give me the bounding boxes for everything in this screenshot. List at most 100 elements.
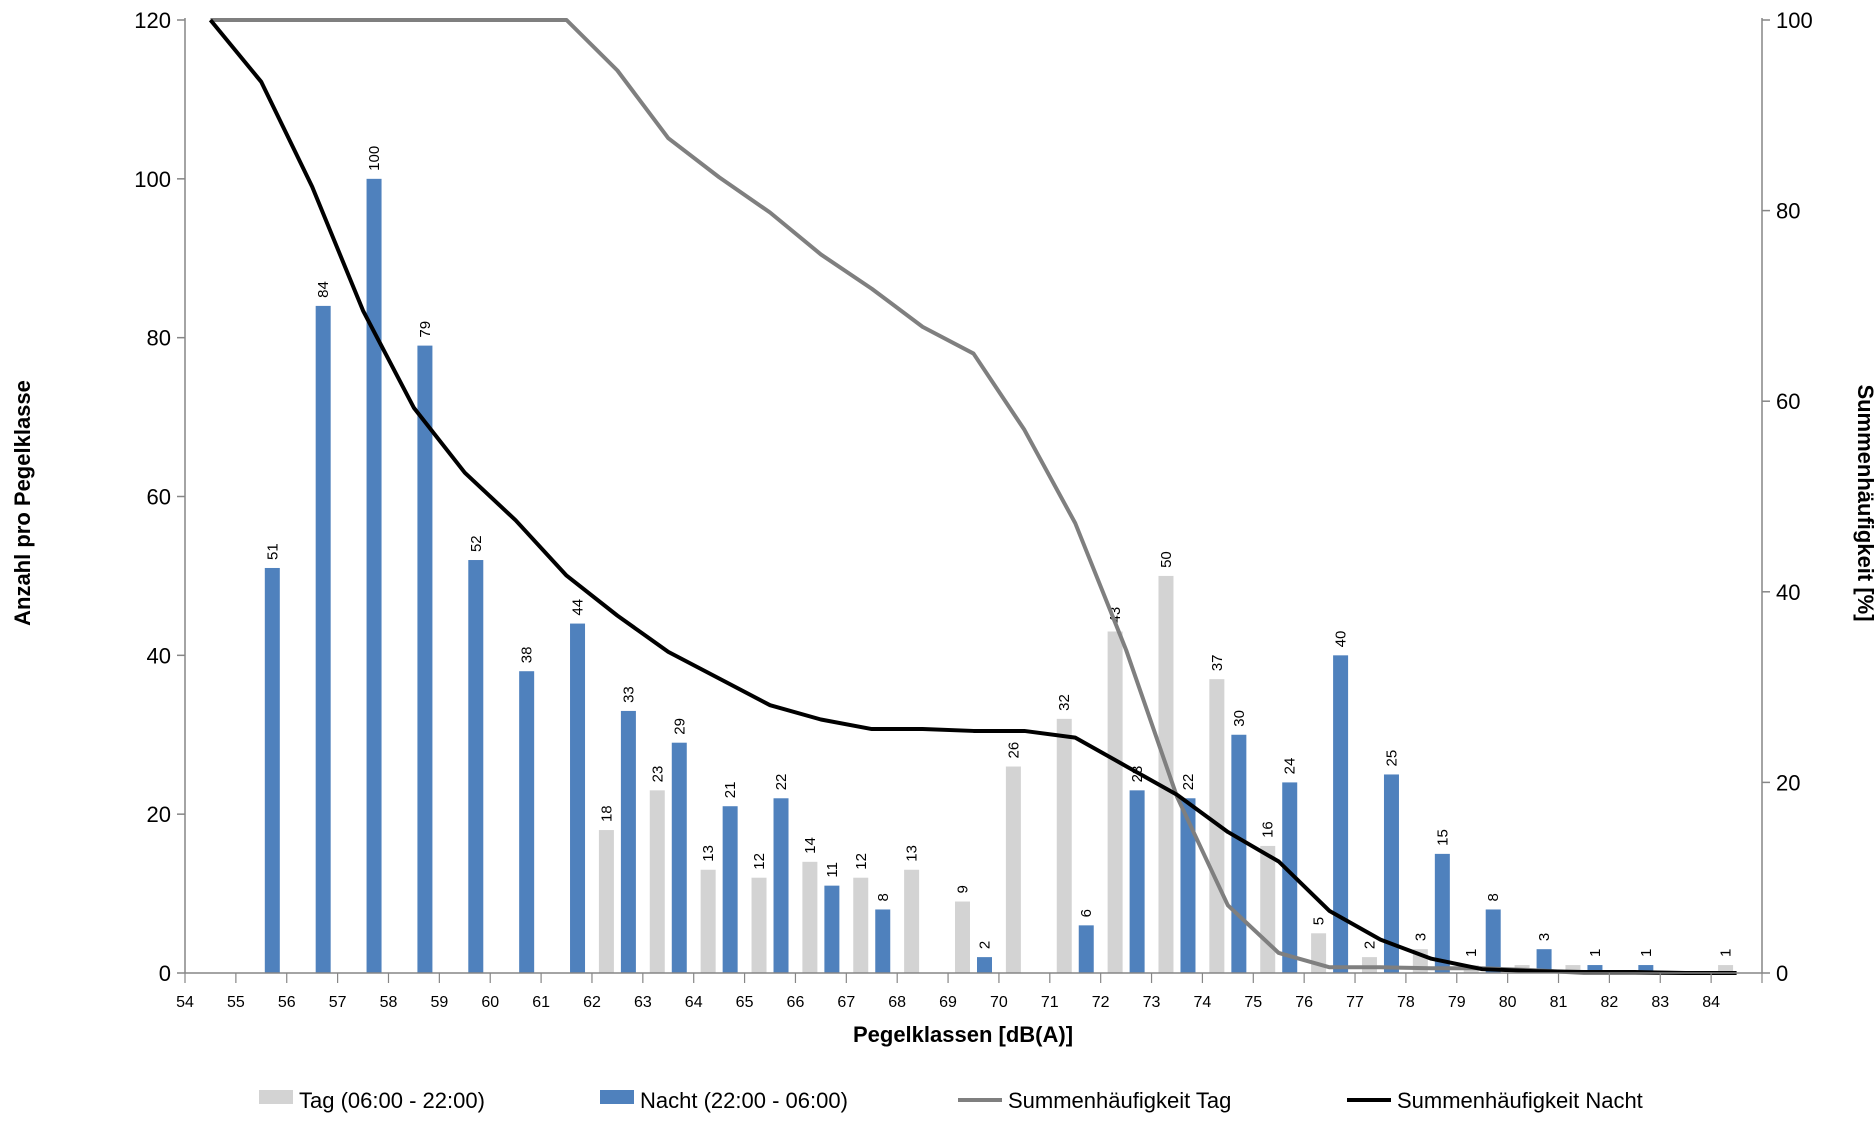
y2-tick-label-20: 20 [1776, 770, 1800, 795]
data-label-tag-63: 23 [649, 766, 666, 783]
bar-nacht-62 [620, 710, 636, 973]
bar-nacht-66 [824, 885, 840, 973]
data-label-nacht-82: 1 [1638, 949, 1655, 957]
x-tick-label-74: 74 [1194, 994, 1212, 1011]
data-label-tag-62: 18 [598, 805, 615, 822]
x-tick-label-73: 73 [1143, 994, 1161, 1011]
y-axis-title: Anzahl pro Pegelklasse [10, 380, 35, 626]
bar-tag-75 [1260, 845, 1276, 973]
bar-nacht-63 [671, 742, 687, 973]
bar-nacht-59 [468, 560, 484, 973]
bar-nacht-57 [366, 178, 382, 974]
y-tick-label-120: 120 [134, 8, 171, 33]
data-label-nacht-76: 40 [1333, 631, 1350, 648]
x-tick-label-70: 70 [990, 994, 1008, 1011]
y-tick-label-80: 80 [147, 326, 171, 351]
lines-layer [208, 18, 1737, 975]
data-label-tag-74: 37 [1209, 654, 1226, 671]
bar-tag-81 [1565, 965, 1581, 973]
data-label-nacht-64: 21 [722, 782, 739, 799]
data-label-nacht-61: 44 [570, 599, 587, 616]
data-label-nacht-79: 8 [1485, 893, 1502, 901]
x-tick-label-82: 82 [1600, 994, 1618, 1011]
data-label-nacht-80: 3 [1536, 933, 1553, 941]
data-label-nacht-62: 33 [620, 686, 637, 703]
data-label-nacht-55: 51 [264, 543, 281, 560]
bar-nacht-61 [570, 623, 586, 973]
data-label-nacht-77: 25 [1383, 750, 1400, 767]
data-label-nacht-73: 22 [1180, 774, 1197, 791]
y2-tick-label-60: 60 [1776, 389, 1800, 414]
y-tick-label-60: 60 [147, 485, 171, 510]
legend-label-tag: Tag (06:00 - 22:00) [299, 1088, 485, 1113]
data-label-nacht-74: 30 [1231, 710, 1248, 727]
data-label-nacht-59: 52 [468, 535, 485, 552]
bar-nacht-72 [1129, 790, 1145, 973]
bar-tag-65 [751, 877, 767, 973]
bar-nacht-55 [264, 567, 280, 973]
x-tick-label-57: 57 [329, 994, 347, 1011]
y-tick-label-100: 100 [134, 167, 171, 192]
x-axis-title: Pegelklassen [dB(A)] [853, 1022, 1073, 1047]
line-summenhaeufigkeit-nacht [208, 18, 1737, 975]
y2-tick-label-80: 80 [1776, 199, 1800, 224]
data-label-tag-67: 12 [853, 853, 870, 870]
x-tick-label-62: 62 [583, 994, 601, 1011]
data-label-nacht-66: 11 [824, 862, 841, 878]
bar-nacht-75 [1282, 782, 1298, 973]
data-label-nacht-63: 29 [671, 718, 688, 735]
data-label-nacht-67: 8 [875, 893, 892, 901]
x-tick-label-77: 77 [1346, 994, 1364, 1011]
data-label-tag-69: 9 [955, 885, 972, 893]
bar-nacht-76 [1333, 655, 1349, 973]
data-label-tag-75: 16 [1260, 821, 1277, 838]
legend: Tag (06:00 - 22:00) Nacht (22:00 - 06:00)… [259, 1088, 1643, 1113]
data-label-tag-77: 2 [1361, 941, 1378, 949]
bar-nacht-71 [1078, 925, 1094, 973]
bars-layer [264, 178, 1734, 974]
x-tick-label-54: 54 [176, 994, 194, 1011]
x-tick-label-75: 75 [1244, 994, 1262, 1011]
x-tick-label-79: 79 [1448, 994, 1466, 1011]
bar-nacht-82 [1638, 965, 1654, 973]
data-label-nacht-65: 22 [773, 774, 790, 791]
x-tick-label-63: 63 [634, 994, 652, 1011]
x-tick-label-81: 81 [1550, 994, 1568, 1011]
data-label-nacht-71: 6 [1078, 909, 1095, 917]
bar-tag-73 [1158, 575, 1174, 973]
x-tick-label-84: 84 [1702, 994, 1720, 1011]
data-label-tag-73: 50 [1158, 551, 1175, 568]
x-tick-label-58: 58 [380, 994, 398, 1011]
data-label-tag-68: 13 [904, 845, 921, 862]
legend-swatch-tag [259, 1090, 293, 1104]
bar-nacht-80 [1536, 949, 1552, 973]
data-label-tag-76: 5 [1311, 917, 1328, 925]
bar-tag-66 [802, 861, 818, 973]
bar-tag-71 [1056, 718, 1072, 973]
bar-tag-72 [1107, 631, 1123, 973]
y2-tick-label-40: 40 [1776, 580, 1800, 605]
y-tick-label-0: 0 [159, 961, 171, 986]
data-label-tag-78: 3 [1412, 933, 1429, 941]
x-tick-label-55: 55 [227, 994, 245, 1011]
y2-tick-label-100: 100 [1776, 8, 1813, 33]
x-tick-label-72: 72 [1092, 994, 1110, 1011]
data-label-nacht-81: 1 [1587, 949, 1604, 957]
data-label-tag-66: 14 [802, 837, 819, 854]
legend-label-summe-nacht: Summenhäufigkeit Nacht [1397, 1088, 1643, 1113]
bar-nacht-79 [1485, 909, 1501, 973]
bar-tag-77 [1361, 957, 1377, 973]
x-tick-label-56: 56 [278, 994, 296, 1011]
bar-nacht-65 [773, 798, 789, 973]
x-tick-label-71: 71 [1041, 994, 1059, 1011]
bar-tag-70 [1005, 766, 1021, 973]
bar-tag-62 [598, 830, 614, 973]
bar-nacht-73 [1180, 798, 1196, 973]
data-label-nacht-75: 24 [1282, 758, 1299, 775]
y-tick-label-40: 40 [147, 643, 171, 668]
bar-nacht-78 [1434, 853, 1450, 973]
data-label-nacht-69: 2 [977, 941, 994, 949]
legend-label-nacht: Nacht (22:00 - 06:00) [640, 1088, 848, 1113]
x-tick-label-65: 65 [736, 994, 754, 1011]
